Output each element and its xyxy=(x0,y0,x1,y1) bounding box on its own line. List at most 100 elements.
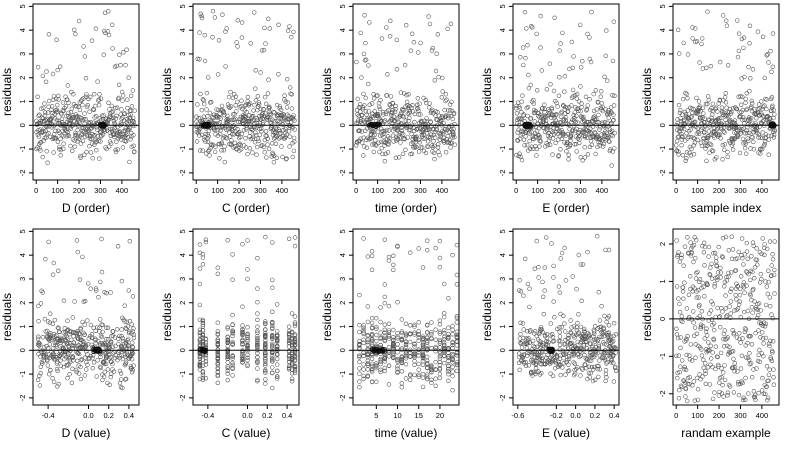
scatter-point xyxy=(437,265,443,270)
x-tick-label: 0 xyxy=(34,186,38,195)
scatter-point xyxy=(710,396,716,402)
scatter-points xyxy=(354,13,457,164)
scatter-point xyxy=(681,40,686,46)
y-tick-label: 4 xyxy=(338,253,347,257)
scatter-point xyxy=(267,111,273,117)
scatter-point xyxy=(696,99,702,104)
scatter-point xyxy=(685,96,690,101)
y-axis-label: residuals xyxy=(160,293,174,341)
scatter-point xyxy=(363,57,369,62)
scatter-point xyxy=(587,96,592,102)
scatter-point xyxy=(236,131,241,137)
scatter-point xyxy=(375,111,381,117)
scatter-point xyxy=(202,101,207,107)
scatter-point xyxy=(235,99,240,105)
scatter-point xyxy=(109,22,115,27)
scatter-point xyxy=(199,107,205,113)
scatter-point xyxy=(762,139,768,144)
scatter-point xyxy=(552,15,557,20)
scatter-point xyxy=(412,358,417,364)
scatter-point xyxy=(38,140,43,145)
scatter-point xyxy=(113,343,118,349)
scatter-point xyxy=(383,111,389,117)
scatter-point xyxy=(131,143,136,149)
scatter-point xyxy=(437,153,442,158)
scatter-point xyxy=(416,246,421,251)
scatter-point xyxy=(569,325,574,330)
y-tick-label: 3 xyxy=(178,277,187,281)
y-tick-label: 3 xyxy=(498,277,507,281)
scatter-point xyxy=(95,358,100,363)
scatter-point xyxy=(117,380,123,386)
scatter-point xyxy=(106,100,111,106)
scatter-point xyxy=(55,67,60,73)
scatter-point xyxy=(526,72,531,78)
scatter-point xyxy=(114,113,119,119)
x-tick-label: 0.4 xyxy=(609,411,619,420)
scatter-point xyxy=(578,373,583,378)
scatter-point xyxy=(261,120,266,125)
scatter-point xyxy=(266,146,272,152)
scatter-point xyxy=(259,48,265,53)
scatter-point xyxy=(277,120,282,125)
scatter-point xyxy=(592,324,598,329)
scatter-point xyxy=(126,288,132,293)
scatter-point xyxy=(683,394,688,399)
scatter-point xyxy=(557,48,562,53)
y-tick-label: 0 xyxy=(178,123,187,127)
scatter-point xyxy=(454,272,460,278)
scatter-point xyxy=(443,91,449,97)
scatter-point xyxy=(357,359,362,365)
scatter-point xyxy=(115,147,121,152)
scatter-point xyxy=(713,259,719,264)
scatter-point xyxy=(712,390,717,395)
scatter-point xyxy=(357,379,362,384)
scatter-point xyxy=(678,364,683,369)
scatter-point xyxy=(369,101,375,106)
scatter-point xyxy=(222,144,227,149)
scatter-point xyxy=(208,145,213,151)
scatter-point xyxy=(557,74,562,80)
scatter-point xyxy=(88,322,94,328)
scatter-point xyxy=(743,151,749,156)
scatter-point xyxy=(534,88,540,93)
scatter-point xyxy=(750,67,756,72)
scatter-point xyxy=(710,101,716,107)
scatter-point xyxy=(217,120,223,125)
y-tick-label: 2 xyxy=(658,76,667,80)
scatter-point xyxy=(381,131,387,136)
scatter-point xyxy=(84,149,89,155)
scatter-point xyxy=(408,339,413,345)
scatter-point xyxy=(433,327,438,332)
scatter-point xyxy=(361,362,366,367)
scatter-point xyxy=(361,51,367,57)
scatter-point xyxy=(528,82,533,88)
scatter-point xyxy=(74,113,80,119)
scatter-point xyxy=(51,150,56,155)
scatter-point xyxy=(196,116,201,121)
scatter-point xyxy=(766,137,772,142)
scatter-point xyxy=(262,137,268,143)
scatter-point xyxy=(102,369,108,375)
scatter-point xyxy=(677,309,683,315)
x-tick-label: 200 xyxy=(233,186,246,195)
y-tick-label: 4 xyxy=(178,28,187,32)
scatter-point xyxy=(566,368,572,373)
y-axis-label: residuals xyxy=(320,293,334,341)
x-tick-label: 200 xyxy=(393,186,406,195)
scatter-point xyxy=(585,103,590,108)
scatter-point xyxy=(408,323,413,328)
scatter-point xyxy=(217,114,222,120)
scatter-point xyxy=(420,362,426,367)
scatter-point xyxy=(77,107,83,113)
scatter-point xyxy=(541,312,546,317)
scatter-point xyxy=(682,138,688,143)
scatter-point xyxy=(518,54,523,60)
scatter-point xyxy=(286,324,292,329)
scatter-point xyxy=(45,160,50,165)
scatter-point xyxy=(705,94,711,99)
scatter-point xyxy=(354,143,359,148)
scatter-point xyxy=(232,125,238,131)
scatter-point xyxy=(87,109,92,114)
scatter-point xyxy=(408,377,413,382)
